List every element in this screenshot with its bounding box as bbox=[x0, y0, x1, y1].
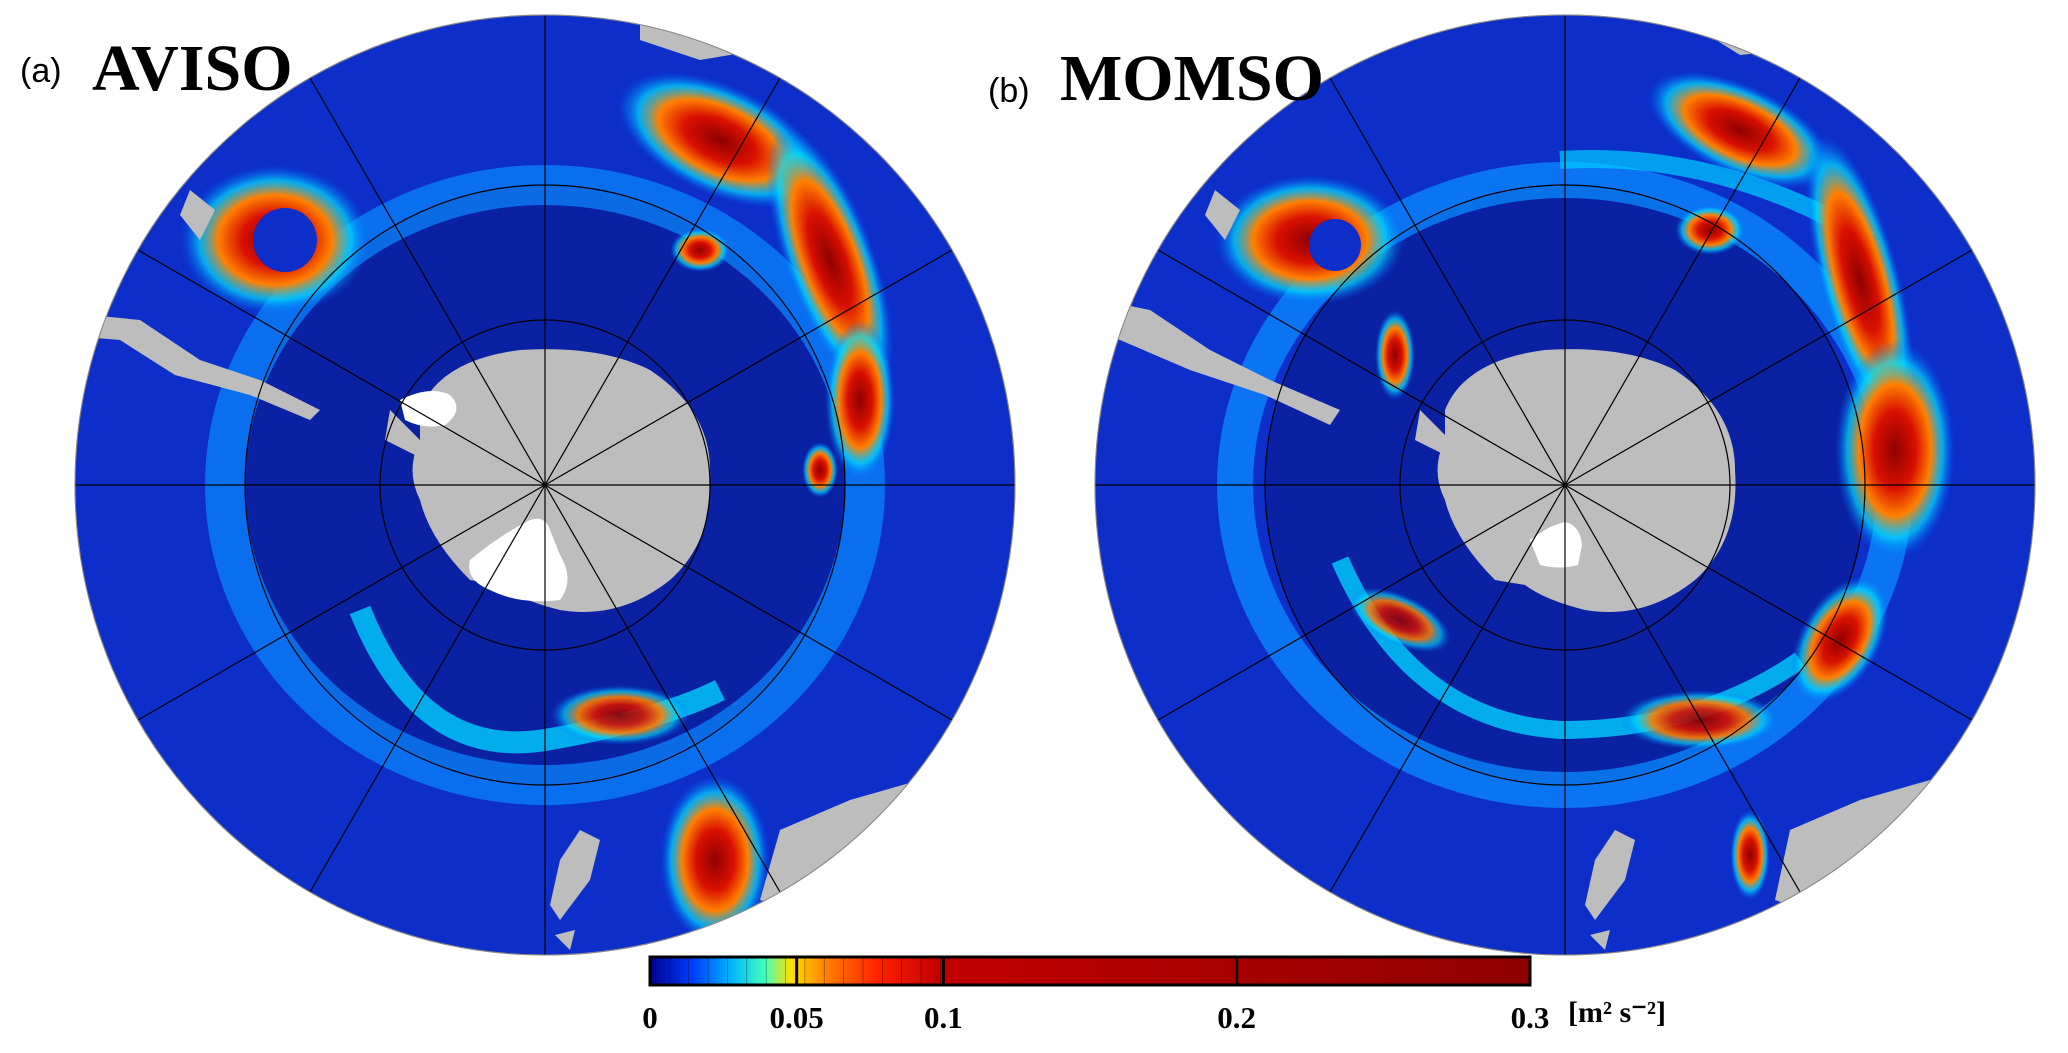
colorbar-tick-label-2: 0.1 bbox=[924, 1000, 963, 1035]
panel-b-map bbox=[1094, 14, 2036, 956]
colorbar-unit: [m² s⁻²] bbox=[1568, 996, 1666, 1029]
panel-a-letter: (a) bbox=[20, 52, 62, 90]
grid-lines-b bbox=[1095, 15, 2035, 955]
panel-a-map bbox=[74, 14, 1016, 956]
land-new-zealand-a bbox=[550, 830, 600, 920]
panel-b-letter: (b) bbox=[988, 72, 1030, 110]
colorbar-tick-labels: 0 0.05 0.1 0.2 0.3 bbox=[642, 1000, 1549, 1035]
hotspot-east-australia-a bbox=[660, 775, 770, 945]
colorbar-ticks bbox=[648, 957, 1532, 985]
land-antarctica-b bbox=[1437, 349, 1736, 612]
panel-a-title: AVISO bbox=[92, 32, 293, 105]
colorbar: 0 0.05 0.1 0.2 0.3 [m² s⁻²] bbox=[642, 955, 1666, 1035]
hotspot-agulhas-b bbox=[1647, 71, 1833, 189]
land-antarctica-a bbox=[412, 349, 711, 612]
colorbar-tick-label-0: 0 bbox=[642, 1000, 658, 1035]
colorbar-tick-label-3: 0.2 bbox=[1217, 1000, 1256, 1035]
panel-b-title: MOMSO bbox=[1060, 42, 1324, 115]
ice-shelf-weddell-a bbox=[400, 391, 457, 427]
colorbar-tick-label-4: 0.3 bbox=[1511, 1000, 1550, 1035]
hotspot-east-australia-b bbox=[1730, 810, 1770, 900]
ice-shelf-ross-b bbox=[1530, 522, 1582, 568]
grid-lines-a bbox=[75, 15, 1015, 955]
colorbar-gradient bbox=[648, 955, 1532, 987]
ice-shelf-ross-a bbox=[469, 518, 568, 602]
land-south-america-b bbox=[1095, 300, 1340, 425]
land-new-zealand-b bbox=[1585, 830, 1635, 920]
colorbar-tick-label-1: 0.05 bbox=[770, 1000, 824, 1035]
land-south-america-a bbox=[75, 315, 320, 420]
